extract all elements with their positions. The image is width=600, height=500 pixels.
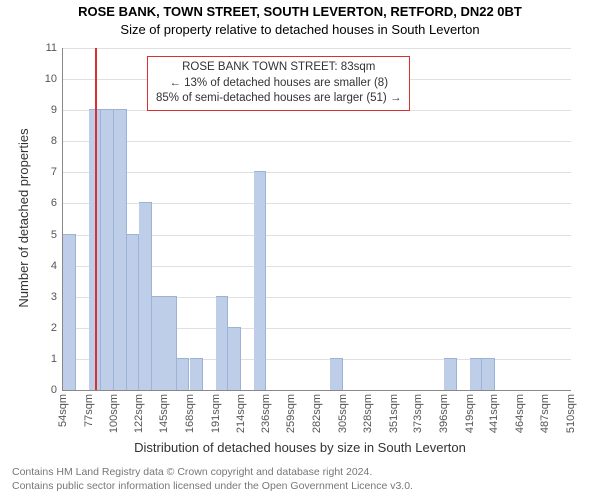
footer-line-2: Contains public sector information licen… (12, 480, 413, 494)
x-tick-label: 122sqm (133, 394, 145, 433)
x-tick-label: 214sqm (235, 394, 247, 433)
histogram-bar (482, 358, 495, 390)
histogram-bar (177, 358, 190, 390)
gridline (63, 141, 571, 142)
x-tick-label: 351sqm (388, 394, 400, 433)
x-tick-label: 305sqm (337, 394, 349, 433)
y-tick-label: 5 (51, 229, 57, 241)
histogram-bar (330, 358, 343, 390)
x-tick-label: 236sqm (260, 394, 272, 433)
footer-line-1: Contains HM Land Registry data © Crown c… (12, 466, 413, 480)
x-tick-label: 145sqm (158, 394, 170, 433)
footer-attribution: Contains HM Land Registry data © Crown c… (12, 466, 413, 493)
y-tick-label: 2 (51, 322, 57, 334)
x-tick-label: 168sqm (184, 394, 196, 433)
histogram-bar (127, 234, 140, 390)
x-tick-label: 373sqm (412, 394, 424, 433)
plot-area: 0123456789101154sqm77sqm100sqm122sqm145s… (62, 48, 571, 391)
y-tick-label: 6 (51, 197, 57, 209)
y-tick-label: 9 (51, 104, 57, 116)
x-tick-label: 441sqm (488, 394, 500, 433)
x-tick-label: 510sqm (565, 394, 577, 433)
x-tick-label: 464sqm (514, 394, 526, 433)
y-axis-label: Number of detached properties (16, 128, 31, 307)
subject-property-marker (95, 48, 97, 390)
histogram-bar (444, 358, 457, 390)
histogram-bar (216, 296, 229, 390)
x-axis-label: Distribution of detached houses by size … (0, 440, 600, 455)
x-tick-label: 328sqm (362, 394, 374, 433)
x-tick-label: 77sqm (83, 394, 95, 427)
histogram-bar (228, 327, 241, 390)
annotation-box: ROSE BANK TOWN STREET: 83sqm← 13% of det… (147, 56, 410, 111)
y-tick-label: 11 (46, 42, 57, 54)
property-size-histogram: ROSE BANK, TOWN STREET, SOUTH LEVERTON, … (0, 0, 600, 500)
y-tick-label: 3 (51, 291, 57, 303)
histogram-bar (470, 358, 483, 390)
annotation-line: 85% of semi-detached houses are larger (… (156, 91, 401, 107)
gridline (63, 172, 571, 173)
x-tick-label: 54sqm (57, 394, 69, 427)
chart-subtitle: Size of property relative to detached ho… (0, 22, 600, 37)
chart-title: ROSE BANK, TOWN STREET, SOUTH LEVERTON, … (0, 4, 600, 19)
x-tick-label: 487sqm (539, 394, 551, 433)
x-tick-label: 191sqm (210, 394, 222, 433)
y-tick-label: 8 (51, 135, 57, 147)
x-tick-label: 282sqm (311, 394, 323, 433)
x-tick-label: 419sqm (464, 394, 476, 433)
y-tick-label: 10 (45, 73, 57, 85)
histogram-bar (63, 234, 76, 390)
histogram-bar (254, 171, 267, 390)
histogram-bar (101, 109, 114, 390)
x-tick-label: 259sqm (285, 394, 297, 433)
x-tick-label: 100sqm (108, 394, 120, 433)
y-tick-label: 4 (51, 260, 57, 272)
y-tick-label: 7 (51, 166, 57, 178)
histogram-bar (139, 202, 152, 390)
annotation-line: ROSE BANK TOWN STREET: 83sqm (156, 60, 401, 76)
histogram-bar (190, 358, 203, 390)
x-tick-label: 396sqm (438, 394, 450, 433)
histogram-bar (152, 296, 165, 390)
histogram-bar (114, 109, 127, 390)
annotation-line: ← 13% of detached houses are smaller (8) (156, 76, 401, 92)
gridline (63, 48, 571, 49)
histogram-bar (164, 296, 177, 390)
y-tick-label: 1 (51, 353, 57, 365)
